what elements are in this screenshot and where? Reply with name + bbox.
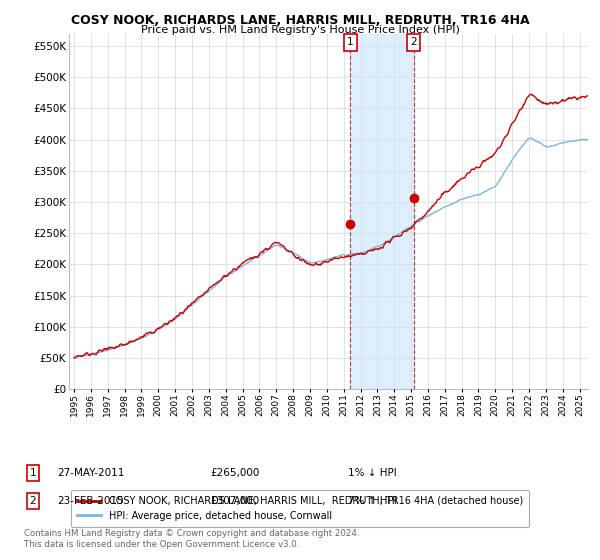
Text: £265,000: £265,000 (210, 468, 259, 478)
Legend: COSY NOOK, RICHARDS LANE, HARRIS MILL,  REDRUTH, TR16 4HA (detached house), HPI:: COSY NOOK, RICHARDS LANE, HARRIS MILL, R… (71, 490, 529, 526)
Text: COSY NOOK, RICHARDS LANE, HARRIS MILL, REDRUTH, TR16 4HA: COSY NOOK, RICHARDS LANE, HARRIS MILL, R… (71, 14, 529, 27)
Text: 1% ↓ HPI: 1% ↓ HPI (348, 468, 397, 478)
Text: 1: 1 (347, 38, 354, 48)
Text: £307,000: £307,000 (210, 496, 259, 506)
Text: 1: 1 (29, 468, 37, 478)
Text: 2: 2 (410, 38, 417, 48)
Text: 7% ↑ HPI: 7% ↑ HPI (348, 496, 397, 506)
Text: 27-MAY-2011: 27-MAY-2011 (57, 468, 124, 478)
Text: Contains HM Land Registry data © Crown copyright and database right 2024.
This d: Contains HM Land Registry data © Crown c… (24, 529, 359, 549)
Text: 23-FEB-2015: 23-FEB-2015 (57, 496, 124, 506)
Text: Price paid vs. HM Land Registry's House Price Index (HPI): Price paid vs. HM Land Registry's House … (140, 25, 460, 35)
Bar (350, 34, 413, 389)
Text: 2: 2 (29, 496, 37, 506)
